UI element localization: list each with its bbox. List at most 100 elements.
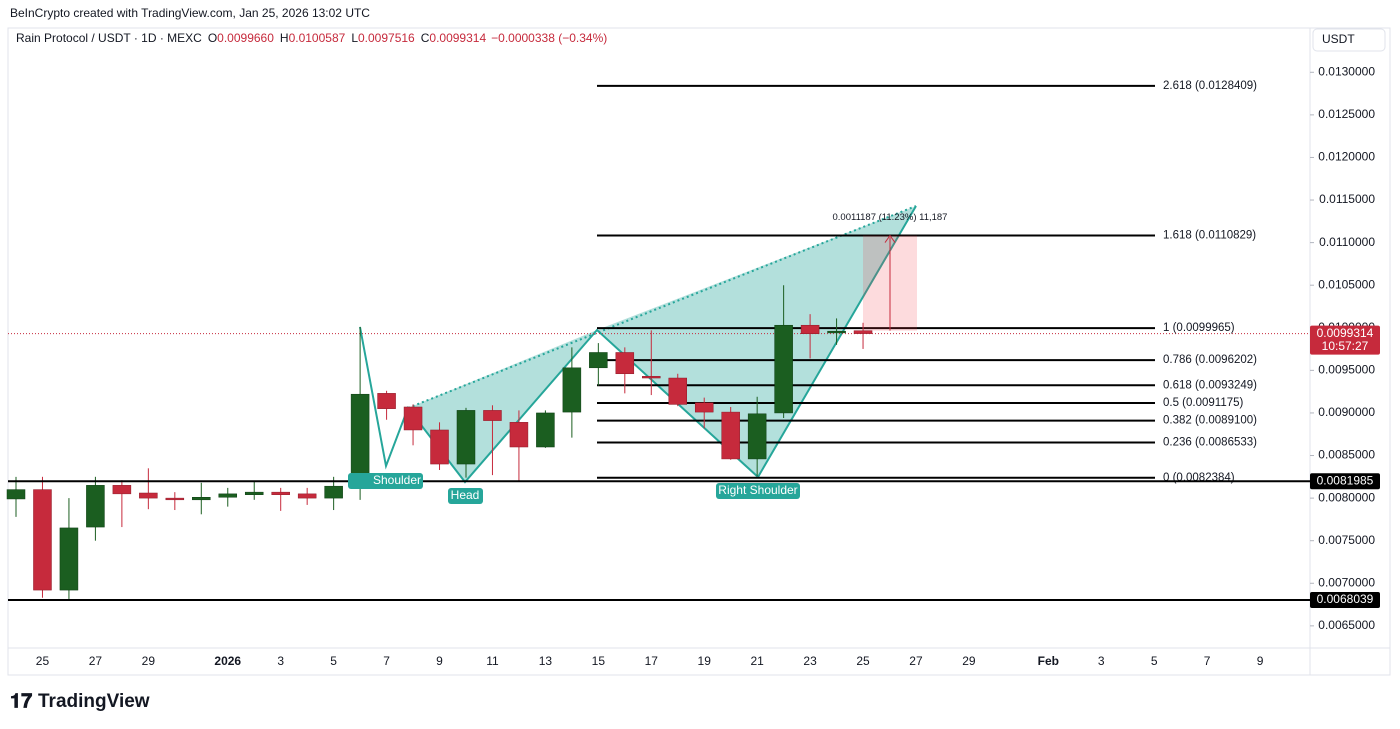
candle-body [509,422,529,448]
level-box [1310,473,1380,490]
y-tick-label: 0.0120000 [1318,150,1375,164]
ohlc-label: H [280,31,289,45]
change: −0.0000338 (−0.34%) [491,31,607,45]
y-tick-label: 0.0125000 [1318,107,1375,121]
x-tick-label: 29 [142,654,156,668]
ohlc-value: 0.0100587 [289,31,346,45]
x-tick-label: 7 [1204,654,1211,668]
level-box [1310,591,1380,608]
pattern-label: Right Shoulder [718,483,797,497]
candle-body [165,497,185,501]
candle-body [403,406,423,431]
ohlc-label: C [421,31,430,45]
candle-body [827,330,846,334]
y-tick-label: 0.0075000 [1318,533,1375,547]
level-label: 0.0068039 [1317,592,1374,606]
x-tick-label: 2026 [214,654,241,668]
neckline [407,205,917,409]
ohlc-label: L [351,31,358,45]
label-box [448,488,483,504]
x-tick-label: 17 [645,654,659,668]
fib-label: 1 (0.0099965) [1163,322,1235,334]
x-tick-label: 21 [750,654,764,668]
logo-mark: 𝟏𝟕 [10,690,32,712]
candle-body [218,493,238,498]
fib-label: 0.618 (0.0093249) [1163,379,1257,391]
candle-body [456,410,476,465]
candle-body [642,376,661,379]
y-tick-label: 0.0070000 [1318,575,1375,589]
x-tick-label: 15 [592,654,606,668]
label-box [716,483,800,499]
currency: USDT [1322,32,1355,46]
x-tick-label: 3 [1098,654,1105,668]
measure-label: 0.0011187 (11.23%) 11,187 [833,212,948,223]
x-tick-label: 23 [803,654,817,668]
x-tick-label: 9 [436,654,443,668]
pattern-fill [597,206,916,477]
y-tick-label: 0.0115000 [1319,192,1375,206]
candle-body [430,429,449,465]
candle-body [562,367,582,413]
x-tick-label: 19 [698,654,712,668]
y-tick-label: 0.0110000 [1319,235,1375,249]
legend: Rain Protocol / USDT · 1D · MEXC O0.00996… [16,31,607,45]
x-tick-label: 25 [36,654,50,668]
brand: TradingView [38,691,150,712]
candle-body [800,324,820,334]
y-tick-label: 0.0065000 [1318,618,1375,632]
fib-label: 0.382 (0.0089100) [1163,415,1257,427]
candle-body [377,393,396,409]
fib-label: 0.786 (0.0096202) [1163,354,1257,366]
candle-body [853,330,873,334]
currency-box [1312,28,1386,52]
ohlc-value: 0.0097516 [358,31,415,45]
y-tick-label: 0.0130000 [1318,64,1375,78]
candle-body [483,410,502,421]
candle-body [668,377,687,405]
candle-body [244,491,264,495]
y-tick-label: 0.0090000 [1318,405,1375,419]
candle-body [112,485,132,495]
candle-body [6,489,26,500]
x-tick-label: 25 [856,654,870,668]
fib-label: 0.5 (0.0091175) [1163,397,1244,409]
candle-body [615,352,635,375]
x-tick-label: 27 [89,654,103,668]
x-tick-label: 9 [1257,654,1264,668]
x-tick-label: Feb [1038,654,1059,668]
x-tick-label: 7 [383,654,390,668]
fib-label: 2.618 (0.0128409) [1163,80,1257,92]
candle-body [59,527,79,591]
pattern-labels: Shoulder Head Right Shoulder [348,473,800,504]
pattern-fill [408,330,597,482]
x-tick-label: 3 [277,654,284,668]
arrow-head [884,234,896,243]
candle-body [33,489,52,591]
pattern-label: Head [451,488,480,502]
header: BeInCrypto created with TradingView.com,… [10,6,370,20]
fib-label: 1.618 (0.0110829) [1163,230,1256,242]
x-tick-label: 27 [909,654,923,668]
symbol: Rain Protocol / USDT · 1D · MEXC [16,31,202,45]
candle-body [324,485,343,499]
fib-label: 0.236 (0.0086533) [1163,437,1257,449]
x-tick-label: 5 [1151,654,1158,668]
candle-body [297,493,317,499]
ohlc-value: 0.0099660 [217,31,274,45]
price-label: 0.0099314 [1317,326,1374,340]
candle-body [747,413,767,460]
ohlc-label: O [208,31,217,45]
y-tick-label: 0.0095000 [1318,363,1375,377]
y-tick-label: 0.0080000 [1318,490,1375,504]
pattern-label: Shoulder [373,473,421,487]
level-label: 0.0081985 [1317,473,1374,487]
ohlc-value: 0.0099314 [429,31,486,45]
candle-body [86,485,105,528]
candle-body [589,352,608,369]
plot: 2.618 (0.0128409) 1.618 (0.0110829) 1 (0.0… [6,80,1310,601]
candle-body [721,411,740,460]
x-tick-label: 11 [486,654,499,668]
candle-body [192,497,211,501]
